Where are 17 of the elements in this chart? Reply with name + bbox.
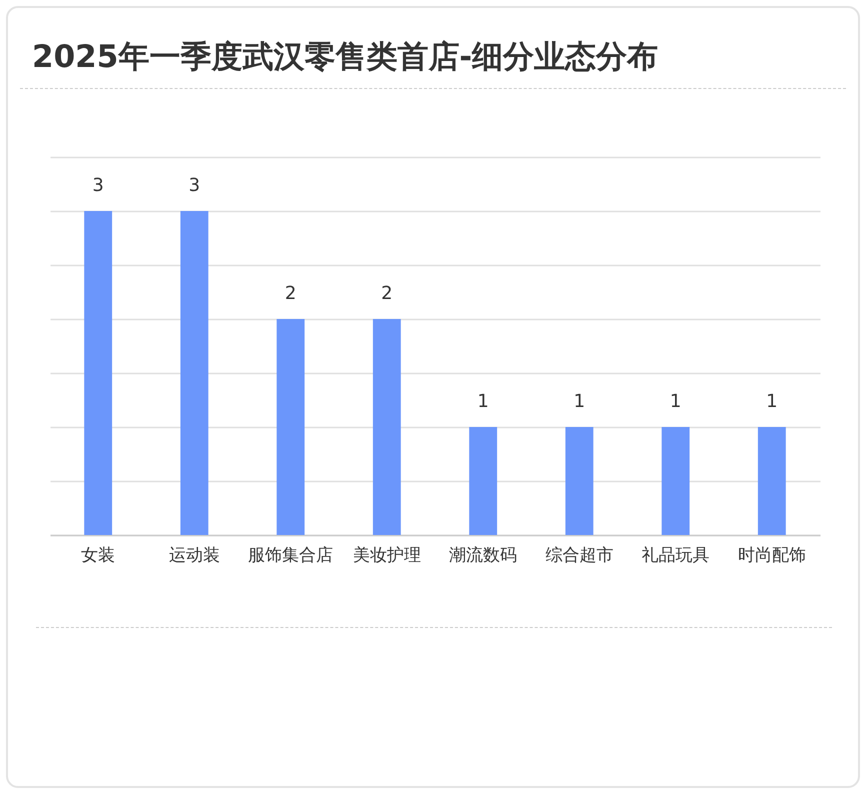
data-label: 1 <box>766 391 778 412</box>
x-tick-label: 女装 <box>81 546 116 566</box>
data-label: 2 <box>284 283 296 304</box>
data-label: 2 <box>381 283 393 304</box>
data-label: 1 <box>574 391 586 412</box>
data-label: 3 <box>188 175 200 196</box>
x-tick-label: 综合超市 <box>545 546 614 566</box>
x-tick-label: 美妆护理 <box>352 546 421 566</box>
data-label: 3 <box>92 175 104 196</box>
x-tick-label: 礼品玩具 <box>642 546 710 566</box>
x-tick-label: 潮流数码 <box>449 546 518 566</box>
x-tick-label: 时尚配饰 <box>738 546 806 566</box>
data-label: 1 <box>670 391 682 412</box>
x-tick-label: 服饰集合店 <box>248 546 334 566</box>
data-label: 1 <box>477 391 489 412</box>
x-tick-label: 运动装 <box>168 546 220 566</box>
chart-title: 2025年一季度武汉零售类首店-细分业态分布 <box>32 38 658 77</box>
